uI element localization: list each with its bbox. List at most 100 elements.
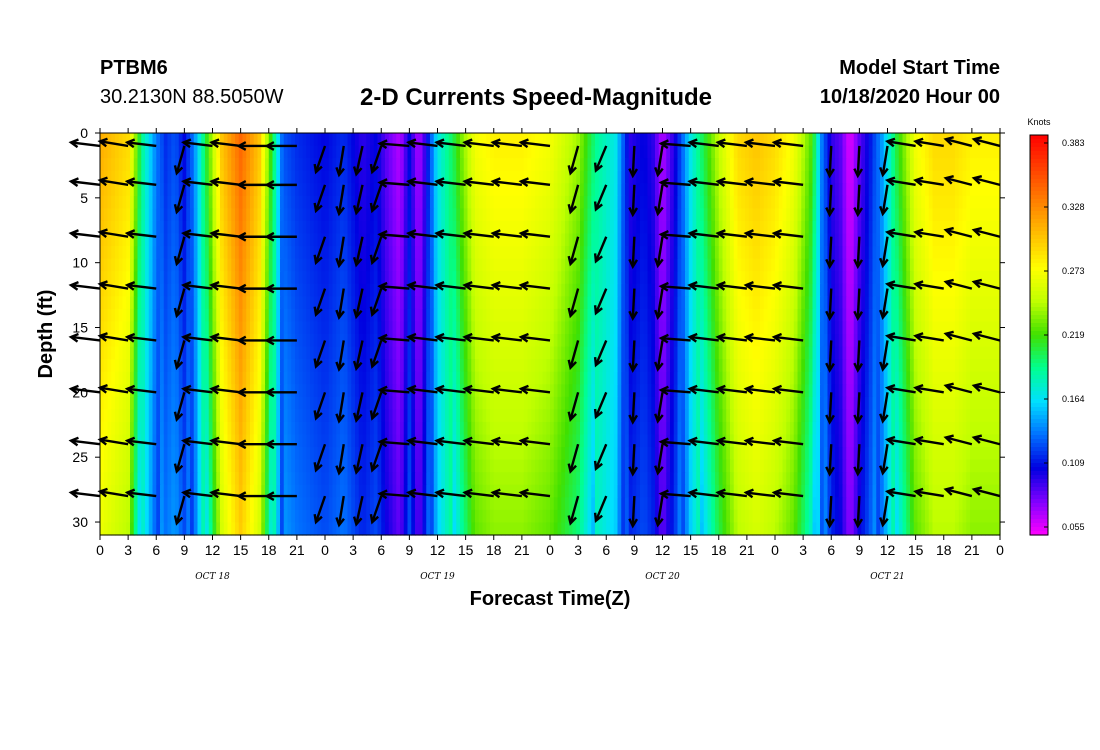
heat-cell [913, 296, 919, 310]
heat-cell [988, 346, 994, 360]
heat-cell [471, 195, 476, 209]
heat-cell [220, 195, 225, 209]
heat-cell [850, 258, 855, 272]
heat-cell [332, 384, 337, 398]
heat-cell [966, 208, 971, 222]
heat-cell [827, 133, 832, 147]
heat-cell [812, 321, 817, 335]
heat-cell [205, 158, 210, 172]
heat-cell [115, 208, 120, 222]
heat-cell [246, 195, 251, 209]
heat-cell [253, 283, 259, 297]
heat-cell [186, 283, 191, 297]
heat-cell [606, 384, 611, 398]
heat-cell [430, 233, 435, 247]
heat-cell [853, 296, 859, 310]
heat-cell [996, 208, 1001, 222]
heat-cell [970, 208, 975, 222]
heat-cell [876, 271, 881, 285]
heat-cell [925, 258, 930, 272]
heat-cell [651, 308, 656, 323]
heat-cell [167, 220, 172, 235]
heat-cell [133, 145, 139, 159]
heat-cell [227, 158, 232, 172]
heat-cell [463, 296, 469, 310]
heat-cell [396, 371, 401, 385]
heat-cell [268, 183, 274, 197]
heat-cell [553, 308, 559, 323]
heat-cell [910, 308, 915, 323]
heat-cell [718, 158, 724, 172]
heat-cell [347, 133, 352, 147]
heat-cell [628, 283, 634, 297]
heat-cell [677, 308, 682, 323]
heat-cell [471, 308, 476, 323]
heat-cell [921, 208, 926, 222]
heat-cell [415, 133, 420, 147]
heat-cell [876, 308, 881, 323]
heat-cell [137, 346, 142, 360]
heat-cell [336, 283, 341, 297]
heat-cell [816, 158, 821, 172]
heat-cell [955, 195, 960, 209]
heat-cell [595, 220, 600, 235]
heat-cell [325, 359, 330, 373]
heat-cell [662, 246, 667, 260]
heat-cell [988, 195, 994, 209]
heat-cell [831, 195, 836, 209]
heat-cell [137, 158, 142, 172]
heat-cell [865, 271, 870, 285]
heat-cell [310, 220, 315, 235]
heat-cell [591, 283, 596, 297]
heat-cell [291, 170, 296, 184]
heat-cell [373, 321, 379, 335]
heat-cell [932, 145, 937, 159]
heat-cell [302, 371, 307, 385]
heat-cell [433, 283, 439, 297]
heat-cell [343, 371, 349, 385]
heat-cell [216, 308, 221, 323]
heat-cell [666, 258, 671, 272]
heat-cell [685, 233, 690, 247]
heat-cell [951, 271, 956, 285]
heat-cell [850, 195, 855, 209]
heat-cell [962, 359, 967, 373]
heat-cell [951, 334, 956, 348]
heat-cell [227, 271, 232, 285]
heat-cell [400, 246, 405, 260]
heat-cell [430, 183, 435, 197]
heat-cell [752, 359, 757, 373]
heat-cell [921, 371, 926, 385]
heat-cell [392, 170, 397, 184]
heat-cell [160, 321, 165, 335]
heat-cell [291, 133, 296, 147]
heat-cell [392, 334, 397, 348]
heat-cell [167, 283, 172, 297]
heat-cell [613, 233, 619, 247]
heat-cell [310, 258, 315, 272]
heat-cell [677, 258, 682, 272]
heat-cell [617, 220, 622, 235]
heat-cell [643, 296, 649, 310]
heat-cell [928, 158, 934, 172]
heat-cell [565, 271, 570, 285]
heat-cell [486, 133, 491, 147]
heat-cell [460, 183, 465, 197]
heat-cell [636, 208, 641, 222]
heat-cell [958, 133, 964, 147]
heat-cell [831, 346, 836, 360]
heat-cell [313, 296, 319, 310]
heat-cell [400, 359, 405, 373]
heat-cell [917, 308, 922, 323]
heat-cell [328, 183, 334, 197]
heat-cell [932, 321, 937, 335]
heat-cell [193, 195, 199, 209]
heat-cell [846, 183, 851, 197]
heat-cell [433, 233, 439, 247]
heat-cell [767, 296, 772, 310]
heat-cell [816, 271, 821, 285]
heat-cell [317, 371, 322, 385]
heat-cell [673, 321, 679, 335]
heat-cell [250, 296, 255, 310]
heat-cell [531, 145, 536, 159]
